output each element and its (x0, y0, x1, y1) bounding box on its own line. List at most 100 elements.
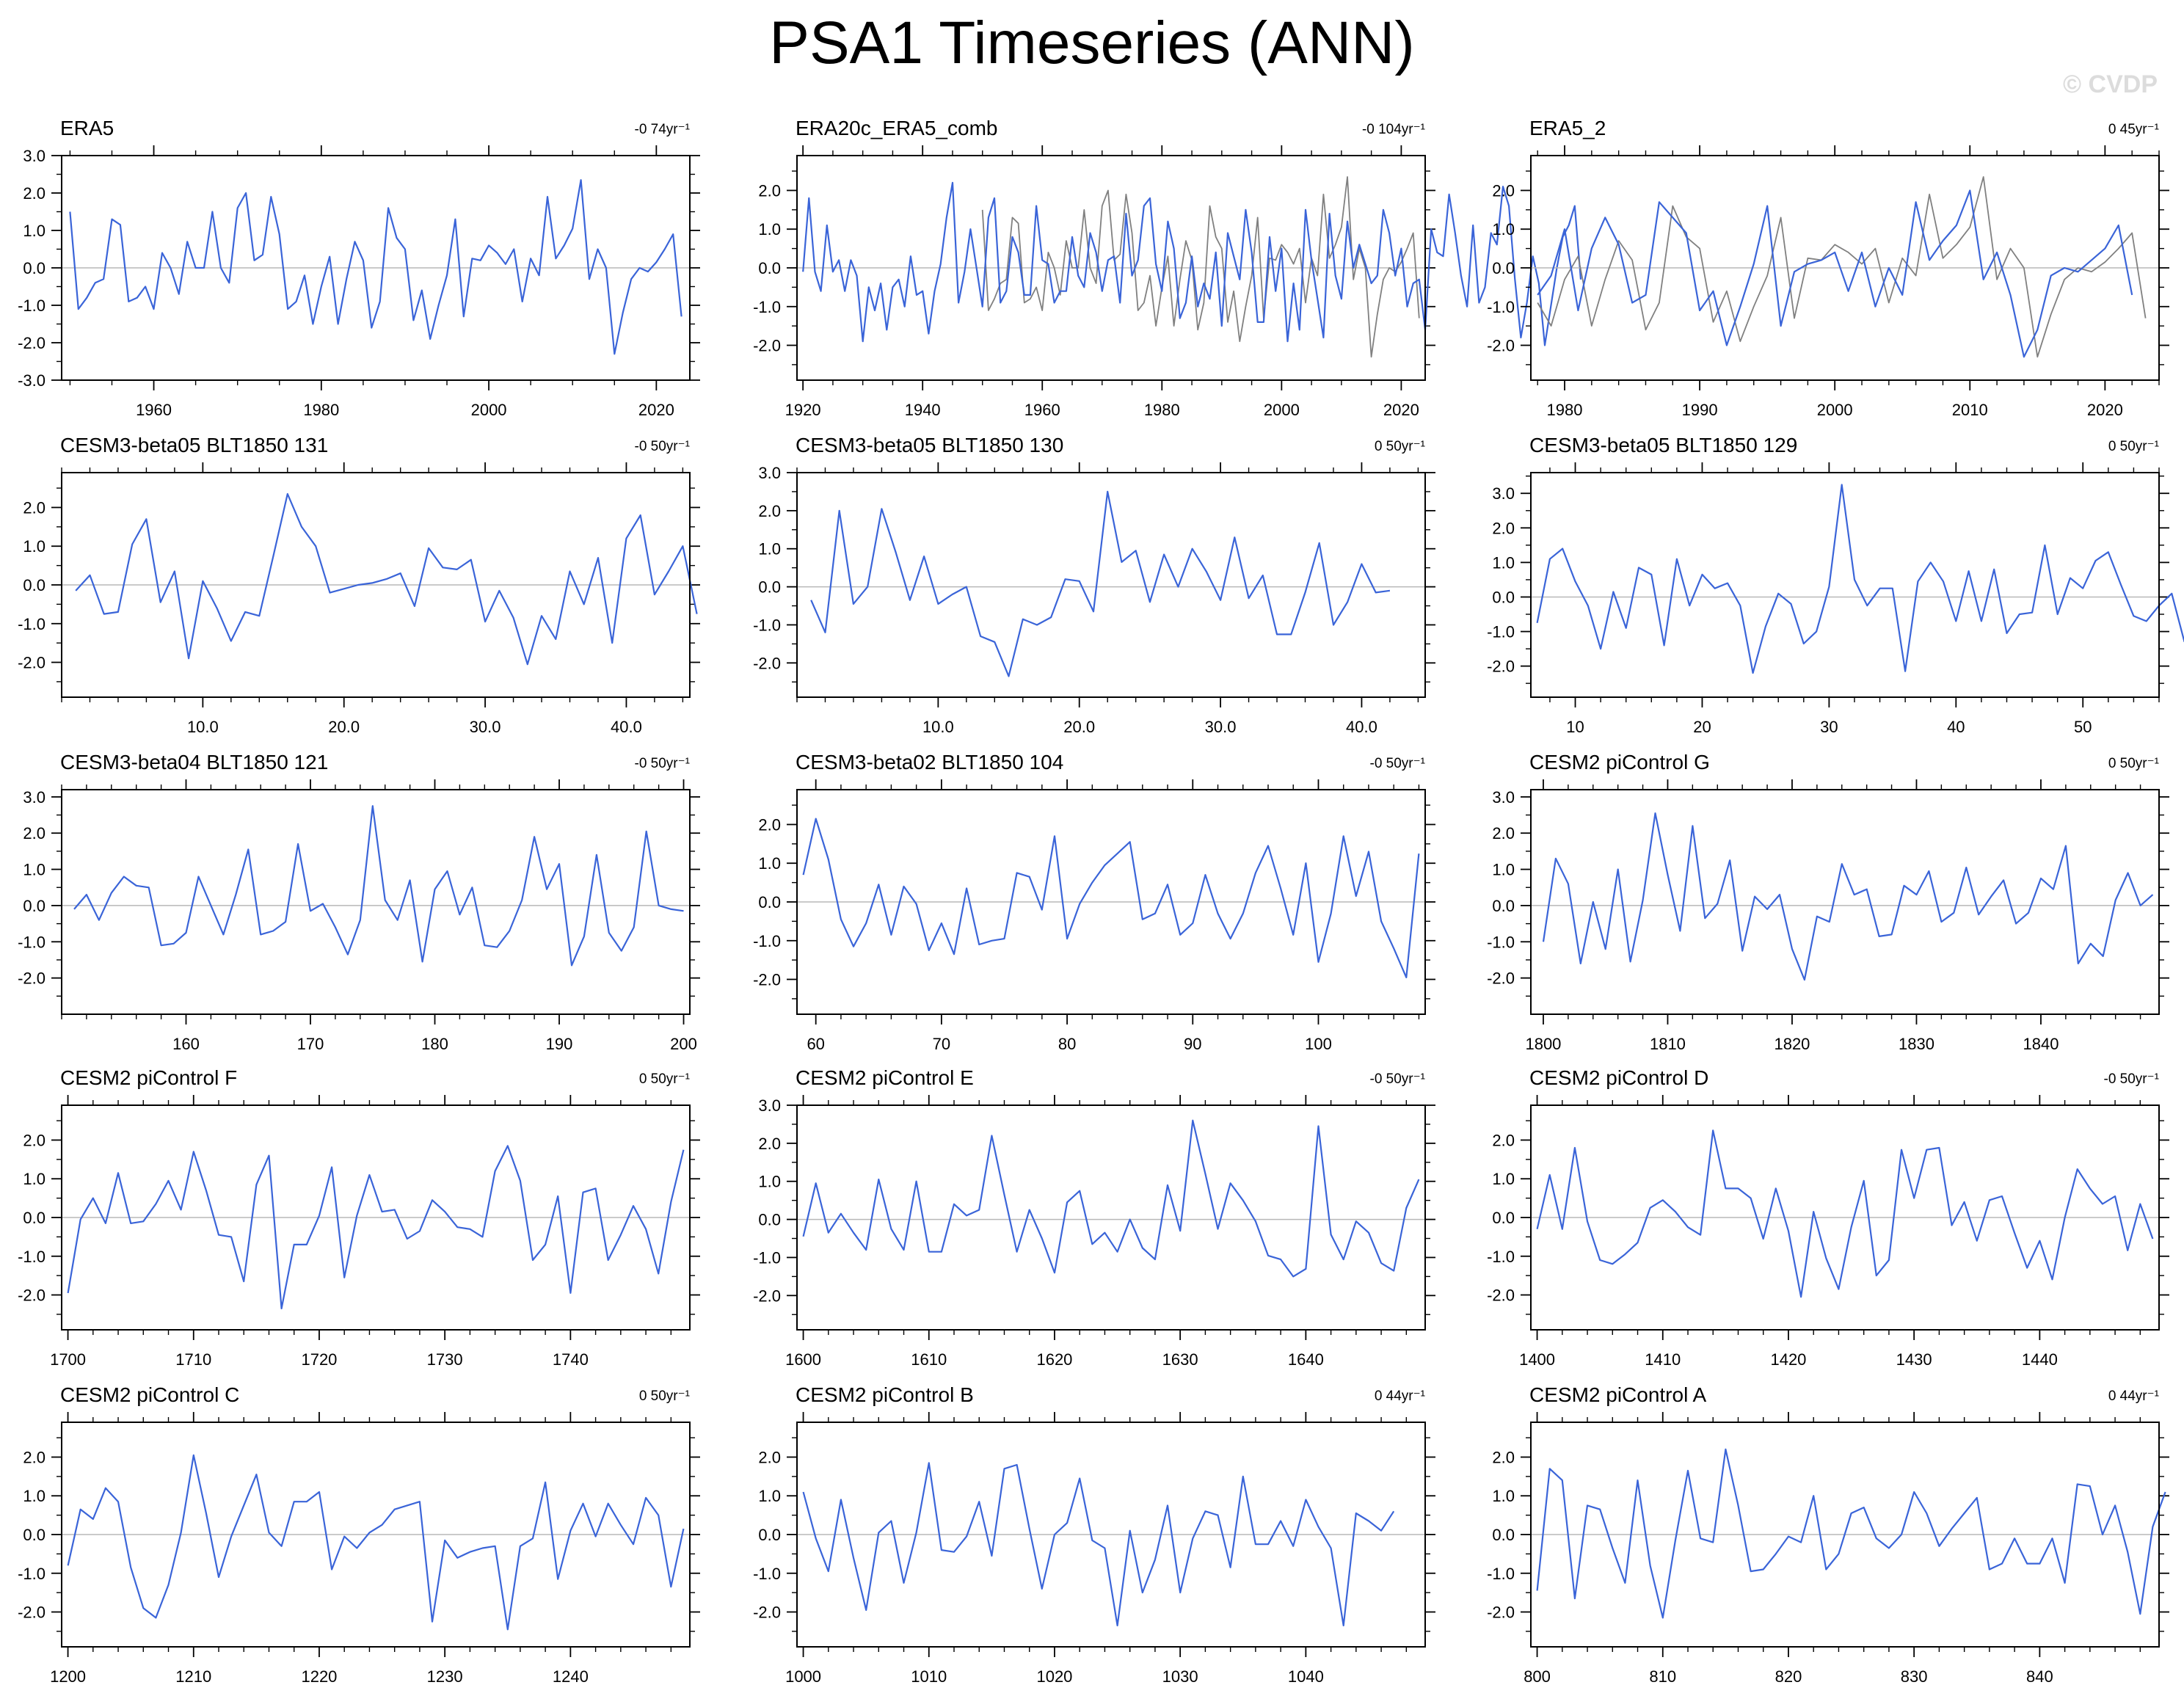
y-tick-label: 0.0 (758, 1526, 781, 1544)
y-tick-label: 0.0 (1492, 588, 1515, 606)
y-tick-label: -2.0 (18, 654, 46, 672)
series-line-cesm2-picontrol-a (1536, 1448, 2166, 1619)
plot-frame (796, 472, 1426, 698)
y-tick-label: -2.0 (18, 334, 46, 352)
x-tick-label: 1610 (911, 1350, 947, 1369)
y-tick-label: -1.0 (18, 615, 46, 633)
trend-label: 0 50yr⁻¹ (1375, 439, 1425, 454)
y-tick-label: 3.0 (758, 464, 781, 482)
y-tick-label: 0.0 (23, 1209, 46, 1227)
y-tick-label: 0.0 (758, 259, 781, 277)
panel-cesm2-picontrol-d-11: CESM2 piControl D -0 50yr⁻¹ -2.0 -1.0 0.0 1.0… (1487, 1066, 2169, 1369)
panel-title: ERA5 (60, 117, 114, 139)
panel-title: CESM2 piControl B (796, 1383, 974, 1406)
y-tick-label: -2.0 (1487, 1604, 1515, 1622)
plot-frame (61, 1422, 691, 1648)
x-tick-label: 1600 (785, 1350, 821, 1369)
y-tick-label: -2.0 (753, 654, 781, 672)
panel-title: CESM2 piControl F (60, 1066, 237, 1089)
y-tick-label: 1.0 (1492, 553, 1515, 572)
series-line-era5-2 (1537, 189, 2133, 358)
x-tick-label: 1710 (175, 1350, 211, 1369)
y-tick-label: 0.0 (1492, 897, 1515, 915)
y-tick-label: 1.0 (758, 1487, 781, 1505)
y-tick-label: 3.0 (23, 788, 46, 807)
y-tick-label: 2.0 (758, 1448, 781, 1466)
series-line-cesm2-picontrol-g (1542, 812, 2154, 981)
x-tick-label: 40.0 (611, 718, 642, 736)
trend-label: 0 50yr⁻¹ (639, 1071, 690, 1087)
y-tick-label: -1.0 (753, 1248, 781, 1267)
y-tick-label: 1.0 (23, 1487, 46, 1505)
panel-title: ERA20c_ERA5_comb (796, 117, 997, 139)
y-tick-label: -2.0 (18, 969, 46, 988)
plot-frame (1530, 1422, 2160, 1648)
x-tick-label: 1220 (301, 1667, 337, 1686)
x-tick-label: 1240 (553, 1667, 589, 1686)
panel-era20c-era5-comb-1: ERA20c_ERA5_comb -0 104yr⁻¹ -2.0 -1.0 0.0 1.0… (753, 117, 1582, 419)
x-tick-label: 60 (807, 1035, 824, 1053)
x-tick-label: 1960 (136, 401, 172, 419)
x-tick-label: 1230 (427, 1667, 463, 1686)
y-tick-label: -1.0 (753, 932, 781, 950)
trend-label: 0 44yr⁻¹ (2108, 1388, 2159, 1404)
x-tick-label: 1030 (1162, 1667, 1198, 1686)
y-tick-label: -1.0 (1487, 1248, 1515, 1266)
x-tick-label: 50 (2074, 718, 2092, 736)
y-tick-label: 3.0 (1492, 788, 1515, 807)
y-tick-label: 2.0 (23, 498, 46, 517)
y-tick-label: 1.0 (758, 220, 781, 239)
x-tick-label: 170 (297, 1035, 324, 1053)
trend-label: 0 50yr⁻¹ (2108, 439, 2159, 454)
panel-title: CESM2 piControl E (796, 1066, 974, 1089)
y-tick-label: 0.0 (758, 1211, 781, 1229)
y-tick-label: 0.0 (1492, 1209, 1515, 1227)
plot-frame (1530, 789, 2160, 1015)
panel-title: CESM2 piControl C (60, 1383, 239, 1406)
x-tick-label: 1410 (1645, 1350, 1681, 1369)
series-line-cesm2-picontrol-b (802, 1462, 1395, 1627)
series-line-era5-secondary (1537, 176, 2147, 358)
panel-cesm2-picontrol-b-13: CESM2 piControl B 0 44yr⁻¹ -2.0 -1.0 0.0 1.0 2… (753, 1383, 1435, 1686)
y-tick-label: -1.0 (18, 1565, 46, 1583)
y-tick-label: -2.0 (753, 971, 781, 989)
y-tick-label: 1.0 (758, 854, 781, 873)
panel-title: CESM3-beta05 BLT1850 130 (796, 434, 1063, 456)
x-tick-label: 2020 (1383, 401, 1419, 419)
panel-cesm3-beta04-blt1850-121-6: CESM3-beta04 BLT1850 121 -0 50yr⁻¹ -2.0 -1.… (18, 751, 700, 1053)
panel-cesm2-picontrol-e-10: CESM2 piControl E -0 50yr⁻¹ -2.0 -1.0 0.0 1.0… (753, 1066, 1435, 1369)
x-tick-label: 10.0 (187, 718, 219, 736)
x-tick-label: 1200 (50, 1667, 86, 1686)
x-tick-label: 1820 (1774, 1035, 1810, 1053)
panel-era5-2-2: ERA5_2 0 45yr⁻¹ -2.0 -1.0 0.0 1.0 2.0 1980 1990 2… (1487, 117, 2169, 419)
x-tick-label: 2000 (1817, 401, 1853, 419)
x-tick-label: 1000 (785, 1667, 821, 1686)
y-tick-label: 1.0 (758, 540, 781, 558)
y-tick-label: -1.0 (1487, 623, 1515, 641)
y-tick-label: 0.0 (23, 897, 46, 915)
trend-label: -0 50yr⁻¹ (635, 439, 691, 454)
x-tick-label: 180 (421, 1035, 448, 1053)
x-tick-label: 80 (1058, 1035, 1076, 1053)
panel-cesm2-picontrol-a-14: CESM2 piControl A 0 44yr⁻¹ -2.0 -1.0 0.0 1.0 2… (1487, 1383, 2169, 1686)
y-tick-label: -1.0 (1487, 1565, 1515, 1583)
x-tick-label: 2000 (471, 401, 507, 419)
series-line-era20c-era5-comb (802, 181, 1582, 346)
trend-label: -0 50yr⁻¹ (635, 756, 691, 771)
y-tick-label: 2.0 (23, 1131, 46, 1149)
y-tick-label: 2.0 (1492, 181, 1515, 200)
y-tick-label: -1.0 (753, 298, 781, 316)
x-tick-label: 190 (546, 1035, 573, 1053)
x-tick-label: 40 (1947, 718, 1965, 736)
x-tick-label: 1010 (911, 1667, 947, 1686)
y-tick-label: 1.0 (1492, 1487, 1515, 1505)
y-tick-label: -2.0 (753, 1604, 781, 1622)
x-tick-label: 1630 (1162, 1350, 1198, 1369)
x-tick-label: 20.0 (328, 718, 360, 736)
x-tick-label: 820 (1775, 1667, 1802, 1686)
y-tick-label: 3.0 (1492, 484, 1515, 503)
series-line-cesm2-picontrol-d (1536, 1129, 2154, 1298)
x-tick-label: 100 (1305, 1035, 1332, 1053)
x-tick-label: 840 (2026, 1667, 2053, 1686)
